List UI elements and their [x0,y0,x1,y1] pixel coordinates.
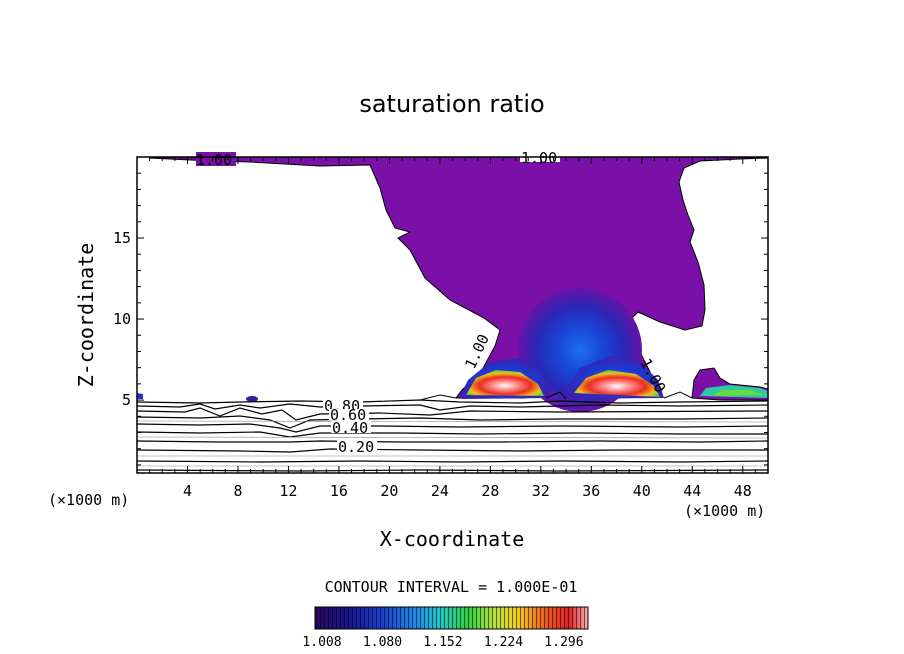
contour-lines [137,399,768,472]
x-tick-label: 24 [431,482,449,500]
colorbar-label: 1.296 [544,635,583,650]
chart-title: saturation ratio [359,90,544,118]
colorbar-label: 1.152 [423,635,462,650]
x-tick-label: 36 [582,482,600,500]
x-axis-title: X-coordinate [380,527,525,551]
x-tick-label: 28 [481,482,499,500]
contour-field [137,157,768,472]
x-tick-label: 4 [183,482,192,500]
hotspot-left [466,370,544,396]
colorbar [314,606,589,630]
colorbar-labels: 1.008 1.080 1.152 1.224 1.296 [302,635,583,650]
x-unit-label-right: (×1000 m) [684,502,765,520]
x-tick-label: 20 [380,482,398,500]
hotspot-right [574,370,660,397]
edge-speck [137,393,143,399]
colorbar-label: 1.080 [363,635,402,650]
contour-label: 0.40 [332,419,368,437]
y-tick-label: 5 [122,391,131,409]
y-axis-title: Z-coordinate [74,243,98,388]
green-patch-right-inner [712,390,764,396]
colorbar-label: 1.008 [302,635,341,650]
contour-interval-text: CONTOUR INTERVAL = 1.000E-01 [325,578,578,596]
contour-label: 1.00 [196,151,232,169]
x-unit-label-left: (×1000 m) [48,491,129,509]
contour-label: 0.60 [330,406,366,424]
y-tick-label: 15 [113,229,131,247]
small-patch [246,396,258,402]
x-tick-label: 12 [279,482,297,500]
colorbar-label: 1.224 [484,635,523,650]
x-tick-label: 48 [734,482,752,500]
x-tick-label: 16 [330,482,348,500]
x-tick-label: 44 [683,482,701,500]
x-axis: 4 8 12 16 20 24 28 32 36 40 44 48 [149,157,756,500]
y-axis: 5 10 15 [113,172,768,466]
contour-label: 1.00 [521,149,557,167]
x-tick-label: 40 [633,482,651,500]
x-tick-label: 32 [532,482,550,500]
supersaturation-region [149,157,768,399]
x-tick-label: 8 [233,482,242,500]
y-tick-label: 10 [113,310,131,328]
contour-label: 0.20 [338,438,374,456]
